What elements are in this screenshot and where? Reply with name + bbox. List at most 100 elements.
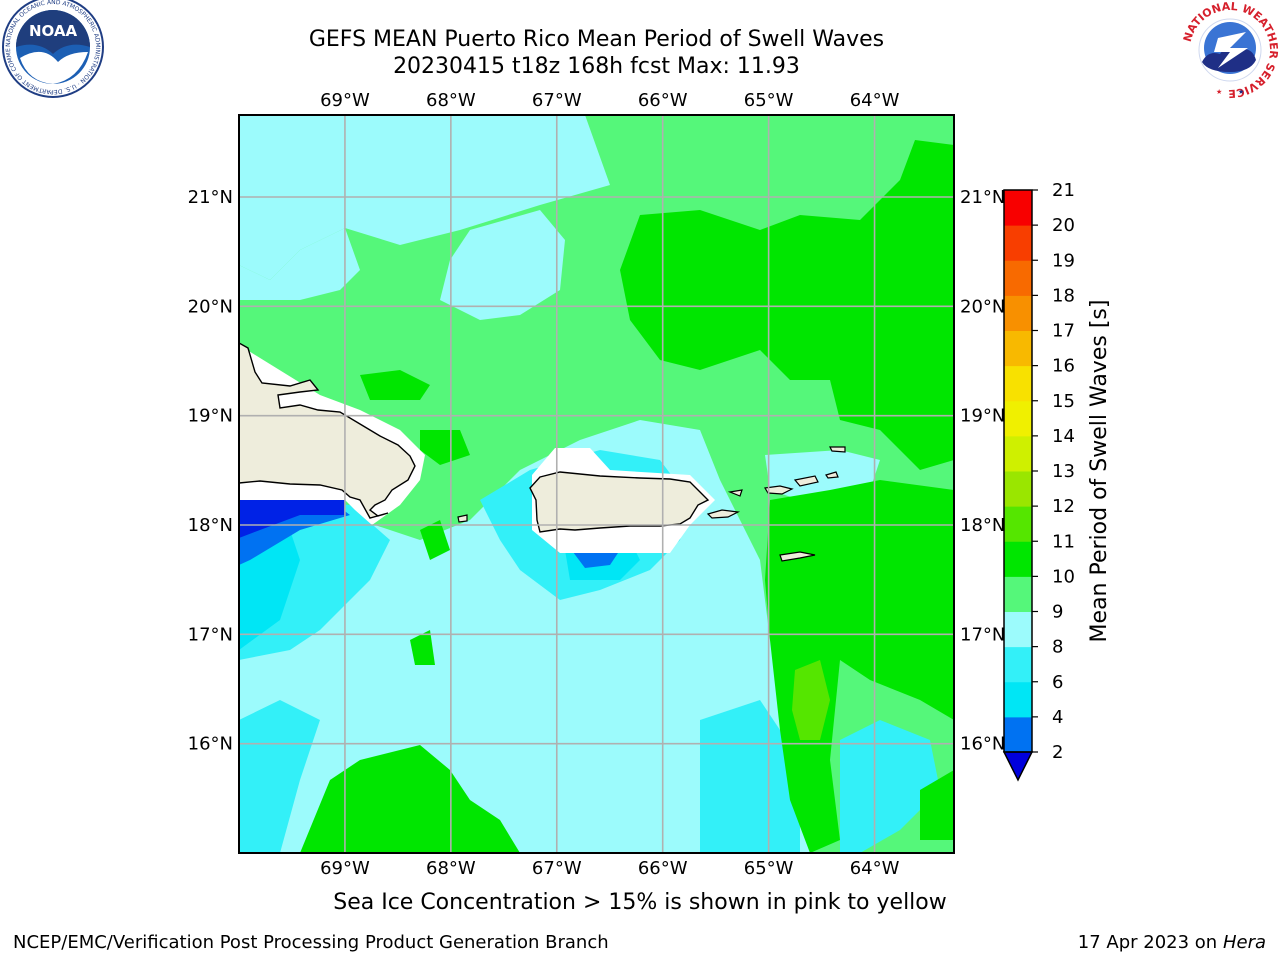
colorbar-tick-label: 11: [1052, 531, 1075, 552]
credit-branch: NCEP/EMC/Verification Post Processing Pr…: [13, 932, 609, 953]
svg-text:★: ★: [1238, 88, 1244, 96]
lat-tick-label-left: 18°N: [188, 515, 233, 536]
field-10-11-island1: [360, 370, 430, 400]
land-islet: [825, 471, 839, 479]
colorbar-tick-label: 9: [1052, 602, 1063, 623]
colorbar-label: Mean Period of Swell Waves [s]: [1087, 300, 1112, 643]
lat-tick-label-right: 16°N: [960, 734, 1005, 755]
colorbar-tick-label: 17: [1052, 321, 1075, 342]
colorbar-bin: [1004, 295, 1032, 331]
colorbar-bin: [1004, 506, 1032, 542]
field-10-11-island2: [420, 430, 470, 465]
colorbar-extend-min: [1002, 751, 1034, 782]
noaa-logo: NATIONAL OCEANIC AND ATMOSPHERIC ADMINIS…: [0, 0, 104, 98]
lon-tick-label-bottom: 66°W: [638, 858, 688, 879]
lat-tick-label-right: 17°N: [960, 624, 1005, 645]
field-6-8-far-se: [840, 720, 940, 853]
map-frame: [238, 114, 955, 854]
colorbar-tick-label: 6: [1052, 672, 1063, 693]
colorbar-tick-label: 21: [1052, 180, 1075, 201]
lon-tick-label-bottom: 69°W: [320, 858, 370, 879]
colorbar-tick-label: 10: [1052, 566, 1075, 587]
colorbar-tick-label: 16: [1052, 356, 1075, 377]
colorbar-bin: [1004, 365, 1032, 402]
map-gridlines: [239, 115, 954, 853]
lon-tick-label-bottom: 64°W: [850, 858, 900, 879]
credit-date: 17 Apr 2023 on Hera: [1077, 932, 1266, 953]
lon-tick-label-top: 68°W: [426, 90, 476, 111]
lon-tick-label-top: 67°W: [532, 90, 582, 111]
field-10-11-south: [300, 745, 520, 853]
colorbar-bin: [1004, 716, 1032, 753]
lat-tick-label-left: 17°N: [188, 624, 233, 645]
lon-tick-label-bottom: 68°W: [426, 858, 476, 879]
colorbar: 2 4 6 8 9 10 11 12 13 14 15 16 17 18 19 20 21 Mean Period…: [1002, 180, 1112, 782]
field-6-8-se: [700, 700, 800, 853]
field-8-9-strip: [239, 228, 360, 300]
lon-tick-label-bottom: 67°W: [532, 858, 582, 879]
field-11-12: [792, 660, 830, 740]
chart-subtitle: 20230415 t18z 168h fcst Max: 11.93: [393, 54, 800, 79]
colorbar-bin: [1004, 541, 1032, 577]
field-4-6-west: [239, 530, 300, 650]
lat-tick-label-left: 20°N: [188, 296, 233, 317]
nws-logo: NATIONAL WEATHER SERVICE ★ ★: [1180, 0, 1280, 100]
field-10-11-ne: [620, 140, 954, 470]
land-vieques: [706, 509, 741, 519]
lat-tick-label-left: 16°N: [188, 734, 233, 755]
land-virgin-islands-1: [764, 485, 794, 495]
colorbar-bin: [1004, 576, 1032, 612]
credit-host: Hera: [1222, 932, 1266, 953]
colorbar-bin: [1004, 260, 1032, 296]
land-anegada: [829, 446, 846, 453]
land-virgin-islands-2: [793, 475, 819, 487]
lat-tick-label-right: 18°N: [960, 515, 1005, 536]
svg-text:★: ★: [1216, 88, 1222, 96]
sea-ice-note: Sea Ice Concentration > 15% is shown in …: [333, 890, 947, 915]
lat-tick-label-right: 20°N: [960, 296, 1005, 317]
field-10-11-east: [765, 480, 954, 853]
map-tick-labels: 69°W 69°W 68°W 68°W 67°W 67°W 66°W 66°W 65°W 65°W…: [188, 90, 1006, 879]
noaa-wordmark: NOAA: [29, 22, 78, 40]
lon-tick-label-top: 64°W: [850, 90, 900, 111]
lat-tick-label-right: 21°N: [960, 187, 1005, 208]
colorbar-bin: [1004, 330, 1032, 367]
colorbar-tick-label: 4: [1052, 707, 1063, 728]
colorbar-tick-label: 20: [1052, 215, 1075, 236]
colorbar-bin: [1004, 681, 1032, 718]
field-10-11-se: [920, 770, 954, 840]
chart-title: GEFS MEAN Puerto Rico Mean Period of Swe…: [308, 27, 885, 52]
land-st-croix: [779, 551, 816, 562]
lat-tick-label-left: 21°N: [188, 187, 233, 208]
field-10-11-island4: [410, 630, 435, 665]
colorbar-tick-label: 14: [1052, 426, 1075, 447]
colorbar-tick-label: 8: [1052, 637, 1063, 658]
land-hispaniola: [239, 342, 416, 519]
colorbar-bin: [1004, 611, 1032, 648]
field-8-9-north2: [440, 210, 565, 320]
lon-tick-label-top: 66°W: [638, 90, 688, 111]
lon-tick-label-top: 69°W: [320, 90, 370, 111]
land-virgin-islands-3: [727, 489, 743, 497]
lon-tick-label-bottom: 65°W: [744, 858, 794, 879]
colorbar-bin: [1004, 400, 1032, 437]
lat-tick-label-left: 19°N: [188, 406, 233, 427]
colorbar-tick-label: 13: [1052, 461, 1075, 482]
field-below-2: [239, 500, 345, 538]
field-10-11-island3: [420, 520, 450, 560]
field-6-8-sw: [239, 700, 320, 853]
lat-tick-label-right: 19°N: [960, 406, 1005, 427]
lon-tick-label-top: 65°W: [744, 90, 794, 111]
colorbar-tick-label: 15: [1052, 391, 1075, 412]
swell-period-field: [239, 115, 954, 853]
colorbar-tick-label: 2: [1052, 742, 1063, 763]
colorbar-tick-label: 18: [1052, 285, 1075, 306]
colorbar-bin: [1004, 435, 1032, 472]
land-mona: [457, 514, 468, 523]
colorbar-bin: [1004, 225, 1032, 261]
colorbar-bin: [1004, 646, 1032, 683]
colorbar-bin: [1004, 190, 1032, 226]
colorbar-tick-label: 12: [1052, 496, 1075, 517]
colorbar-bin: [1004, 471, 1032, 507]
